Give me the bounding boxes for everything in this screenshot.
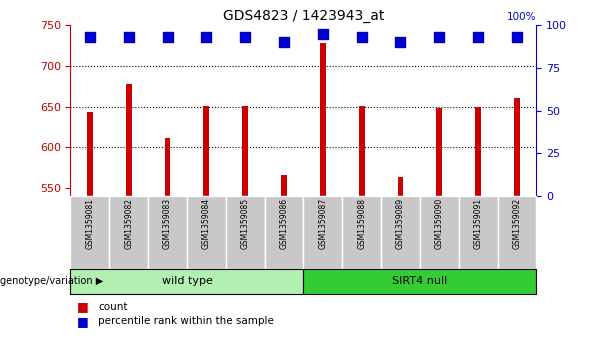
- Text: GSM1359088: GSM1359088: [357, 198, 366, 249]
- Bar: [381, 196, 420, 269]
- Bar: [109, 196, 148, 269]
- Bar: [459, 196, 498, 269]
- Bar: [148, 196, 187, 269]
- Text: GSM1359092: GSM1359092: [512, 198, 522, 249]
- Text: GSM1359082: GSM1359082: [124, 198, 133, 249]
- Text: GSM1359087: GSM1359087: [318, 198, 327, 249]
- Text: GSM1359090: GSM1359090: [435, 198, 444, 249]
- Bar: [342, 196, 381, 269]
- Point: [85, 34, 95, 40]
- Bar: [187, 196, 226, 269]
- Point: [279, 40, 289, 45]
- Bar: [498, 196, 536, 269]
- Bar: [265, 196, 303, 269]
- Point: [395, 40, 405, 45]
- Point: [318, 31, 328, 37]
- Text: ■: ■: [77, 315, 88, 328]
- Bar: [436, 108, 442, 196]
- Bar: [281, 175, 287, 196]
- Bar: [242, 106, 248, 196]
- Bar: [398, 178, 403, 196]
- Text: SIRT4 null: SIRT4 null: [392, 276, 447, 286]
- Point: [124, 34, 134, 40]
- Bar: [303, 269, 536, 294]
- Text: GSM1359085: GSM1359085: [241, 198, 249, 249]
- Bar: [70, 269, 303, 294]
- Bar: [87, 111, 93, 196]
- Title: GDS4823 / 1423943_at: GDS4823 / 1423943_at: [223, 9, 384, 23]
- Point: [435, 34, 444, 40]
- Point: [202, 34, 211, 40]
- Bar: [70, 196, 109, 269]
- Text: GSM1359086: GSM1359086: [280, 198, 289, 249]
- Bar: [126, 84, 132, 196]
- Text: wild type: wild type: [162, 276, 212, 286]
- Point: [473, 34, 483, 40]
- Text: GSM1359084: GSM1359084: [202, 198, 211, 249]
- Bar: [320, 43, 326, 196]
- Bar: [514, 98, 520, 196]
- Bar: [204, 106, 209, 196]
- Bar: [475, 107, 481, 196]
- Text: percentile rank within the sample: percentile rank within the sample: [98, 316, 274, 326]
- Bar: [420, 196, 459, 269]
- Text: GSM1359081: GSM1359081: [85, 198, 94, 249]
- Bar: [165, 138, 170, 196]
- Point: [512, 34, 522, 40]
- Bar: [226, 196, 265, 269]
- Text: ■: ■: [77, 300, 88, 313]
- Point: [240, 34, 250, 40]
- Text: count: count: [98, 302, 128, 312]
- Text: GSM1359091: GSM1359091: [474, 198, 482, 249]
- Text: GSM1359089: GSM1359089: [396, 198, 405, 249]
- Point: [162, 34, 172, 40]
- Bar: [303, 196, 342, 269]
- Text: 100%: 100%: [507, 12, 536, 22]
- Bar: [359, 106, 365, 196]
- Point: [357, 34, 367, 40]
- Text: GSM1359083: GSM1359083: [163, 198, 172, 249]
- Text: genotype/variation ▶: genotype/variation ▶: [0, 276, 103, 286]
